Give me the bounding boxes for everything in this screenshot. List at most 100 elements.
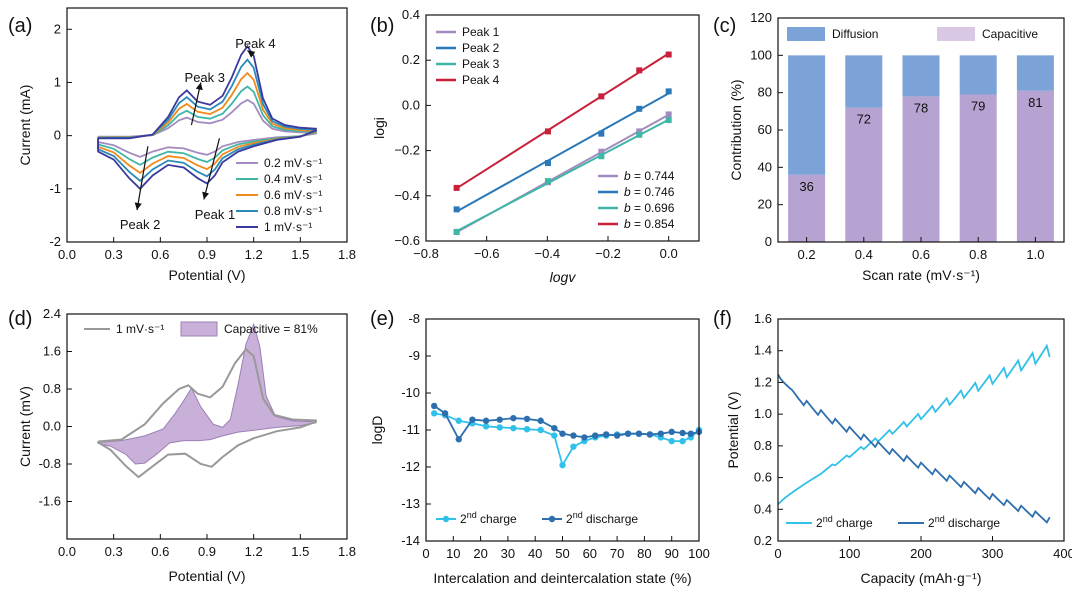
x-tick-label: 1.5 xyxy=(291,544,309,559)
bar-value-label: 36 xyxy=(799,179,813,194)
legend-swatch xyxy=(180,321,218,337)
legend-label: Capacitive xyxy=(982,27,1038,41)
peak-label: Peak 1 xyxy=(195,207,235,222)
x-tick-label: 10 xyxy=(446,546,460,561)
y-tick-label: 0.2 xyxy=(402,52,420,67)
y-tick-label: 1.6 xyxy=(43,344,61,359)
x-tick-label: 1.8 xyxy=(338,247,356,262)
fit-line xyxy=(456,92,670,213)
data-point xyxy=(453,228,460,235)
legend-label: Peak 3 xyxy=(462,57,500,71)
x-tick-label: 1.2 xyxy=(245,247,263,262)
peak-arrow xyxy=(190,82,203,126)
y-tick-label: 120 xyxy=(750,10,772,25)
data-point xyxy=(496,416,503,423)
data-point xyxy=(602,431,610,438)
diffusion-bar xyxy=(788,55,826,175)
data-point xyxy=(665,117,672,124)
capacitive-area xyxy=(97,322,317,465)
y-tick-label: -2 xyxy=(49,234,61,249)
b-symbol: b xyxy=(624,185,631,199)
x-tick-label: 0.3 xyxy=(105,247,123,262)
legend-label: Peak 4 xyxy=(462,73,500,87)
data-point xyxy=(570,432,577,439)
x-tick-label: 100 xyxy=(839,546,861,561)
x-tick-label: 0.8 xyxy=(969,247,987,262)
b-symbol: b xyxy=(624,169,631,183)
panel-label: (a) xyxy=(8,15,32,37)
data-point xyxy=(668,428,675,436)
legend-label: 1 mV·s⁻¹ xyxy=(264,220,312,234)
y-tick-label: −0.4 xyxy=(394,188,420,203)
data-point xyxy=(544,160,551,167)
x-axis-label: Intercalation and deintercalation state … xyxy=(433,570,691,586)
data-point xyxy=(544,178,551,185)
diffusion-bar xyxy=(845,55,883,108)
y-tick-label: 0.4 xyxy=(402,7,420,22)
y-tick-label: 1 xyxy=(54,74,61,89)
data-point xyxy=(636,67,643,74)
data-point xyxy=(598,93,605,100)
x-tick-label: −0.2 xyxy=(595,246,621,261)
x-axis-label: Potential (V) xyxy=(168,568,245,584)
b-value: = 0.696 xyxy=(634,201,675,215)
panel-label: (d) xyxy=(8,308,32,330)
bar-value-label: 78 xyxy=(914,100,928,115)
data-point xyxy=(598,148,605,155)
data-point xyxy=(646,431,654,438)
y-axis-label: logD xyxy=(369,416,385,445)
y-tick-label: -12 xyxy=(401,459,420,474)
x-tick-label: 0 xyxy=(774,546,781,561)
data-point xyxy=(430,402,438,410)
y-tick-label: 2 xyxy=(54,21,61,36)
data-point xyxy=(455,417,462,424)
capacitive-bar xyxy=(1016,90,1054,242)
peak-label: Peak 3 xyxy=(185,70,225,85)
x-tick-label: 20 xyxy=(473,546,487,561)
x-tick-label: 400 xyxy=(1053,546,1072,561)
data-point xyxy=(636,128,643,135)
data-point xyxy=(570,443,577,450)
y-tick-label: -13 xyxy=(401,496,420,511)
diffusion-bar xyxy=(959,55,997,95)
x-tick-label: 300 xyxy=(982,546,1004,561)
y-tick-label: -1 xyxy=(49,181,61,196)
panel-label: (f) xyxy=(713,308,732,330)
cv-curve xyxy=(97,347,317,479)
x-tick-label: 0.2 xyxy=(798,247,816,262)
peak-label: Peak 4 xyxy=(235,36,275,51)
x-tick-label: 1.0 xyxy=(1026,247,1044,262)
capacitive-bar xyxy=(845,107,883,242)
b-value: = 0.854 xyxy=(634,217,675,231)
data-point xyxy=(657,430,664,437)
data-point xyxy=(624,430,632,437)
x-axis-label: logv xyxy=(550,269,577,285)
data-point xyxy=(523,415,531,423)
bar-value-label: 81 xyxy=(1028,95,1042,110)
panel-label: (c) xyxy=(713,15,736,37)
y-tick-label: 0 xyxy=(765,234,772,249)
data-point xyxy=(581,434,588,441)
y-tick-label: -8 xyxy=(408,311,420,326)
data-point xyxy=(430,410,438,417)
x-tick-label: 0.6 xyxy=(912,247,930,262)
y-tick-label: 0.8 xyxy=(754,438,772,453)
legend-label: 0.2 mV·s⁻¹ xyxy=(264,156,322,170)
x-tick-label: 50 xyxy=(555,546,569,561)
legend-label: 2nd discharge xyxy=(566,510,638,526)
x-tick-label: 0.6 xyxy=(151,544,169,559)
x-tick-label: −0.4 xyxy=(534,246,560,261)
legend-marker xyxy=(548,515,556,523)
y-tick-label: 0.6 xyxy=(754,470,772,485)
x-axis-label: Capacity (mAh·g⁻¹) xyxy=(861,570,982,586)
x-tick-label: 30 xyxy=(501,546,515,561)
panel-e: (e) 0 10 20 30 40 50 60 70 80 90 100 -14 -13 -12 -11 -10… xyxy=(369,308,710,586)
x-tick-label: 40 xyxy=(528,546,542,561)
x-tick-label: 1.2 xyxy=(245,544,263,559)
data-point xyxy=(496,424,503,431)
data-point xyxy=(441,410,449,417)
capacitive-bar xyxy=(959,94,997,243)
y-tick-label: 0.4 xyxy=(754,501,772,516)
diffusion-bar xyxy=(902,55,940,97)
